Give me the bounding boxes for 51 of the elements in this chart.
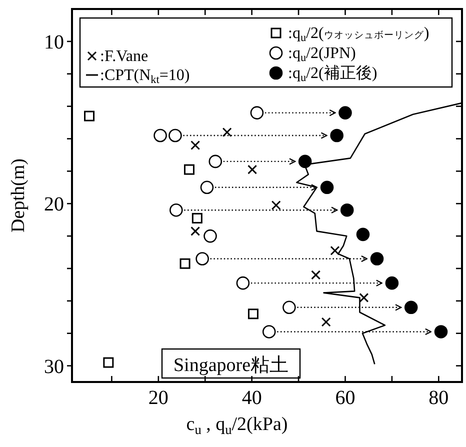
point [271,200,281,210]
y-tick-label: 10 [44,31,64,54]
point [250,106,264,120]
x-tick-label: 40 [242,387,262,409]
point [154,128,167,142]
point [200,180,214,194]
point [236,276,250,290]
point [340,203,354,217]
x-tick-label: 60 [335,387,356,409]
point [222,128,232,137]
x-axis-title: c$_{u}$ , q$_{u}$/2(kPa) [186,414,288,437]
point [180,258,190,269]
point [356,228,370,242]
point [190,226,200,236]
point [298,154,312,168]
legend-label: :q$_{u}$/2(補正後) [288,64,378,84]
point [434,325,448,338]
point [168,128,182,142]
x-tick-label: 80 [428,387,449,409]
point [248,308,258,320]
point [204,229,217,243]
point [370,252,384,266]
point [359,292,369,302]
point [311,270,321,280]
point [190,140,200,150]
point [330,246,340,256]
point [338,106,352,120]
y-tick-label: 20 [44,194,64,216]
point [262,325,276,338]
point [103,357,114,368]
point [321,317,331,327]
point [248,164,258,174]
point [192,212,202,224]
legend-label: :CPT(N$_{kt}$=10) [100,67,190,86]
point [196,252,209,266]
point [282,300,296,314]
y-axis-title: Depth(m) [8,158,29,232]
point [320,180,334,194]
annotation: Singapore粘土 [173,355,289,376]
point [330,128,344,142]
point [385,276,399,290]
legend-label: :F.Vane [100,48,148,65]
point [170,203,183,217]
y-tick-label: 30 [44,356,64,378]
point [208,154,222,168]
point [404,300,418,314]
point [84,110,95,122]
point [184,164,194,175]
legend-label: :q$_{u}$/2(ウオッシュボーリング) [288,25,430,44]
x-tick-label: 20 [148,387,168,409]
legend-label: :q$_{u}$/2(JPN) [288,45,356,64]
